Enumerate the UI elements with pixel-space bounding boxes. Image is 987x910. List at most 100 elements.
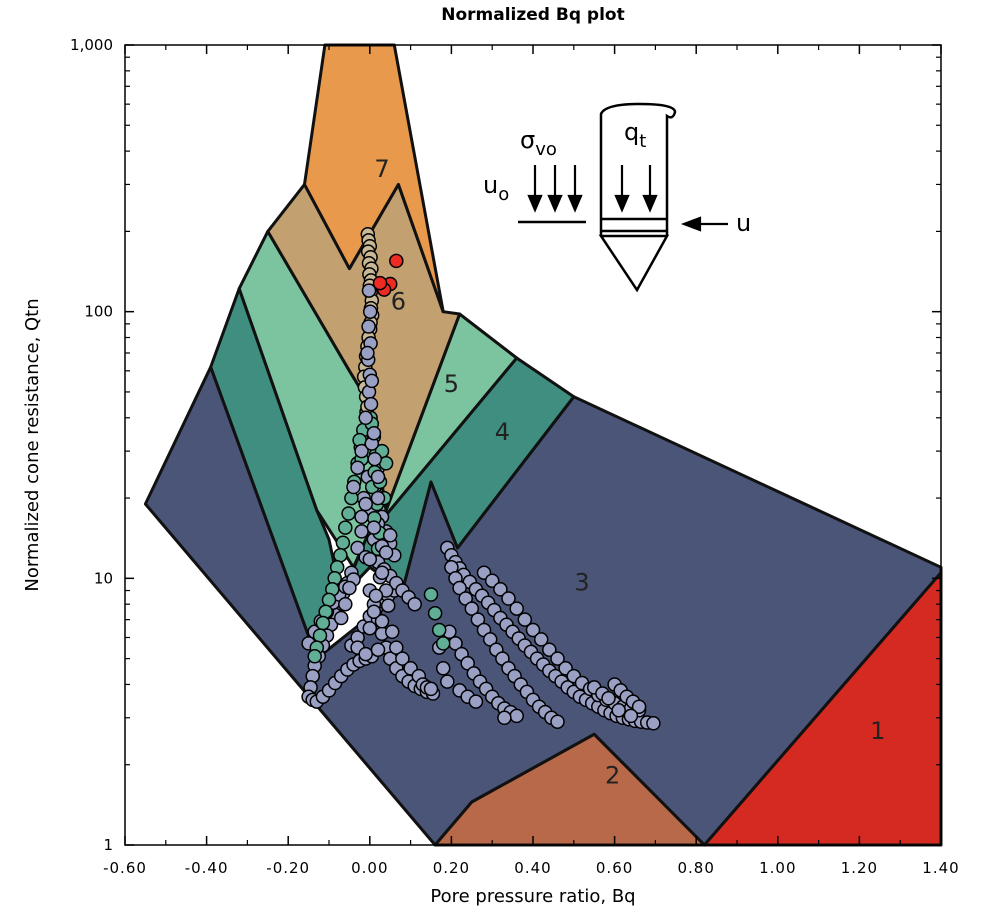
zone45-point bbox=[431, 622, 447, 638]
sigma-subscript: vo bbox=[535, 139, 557, 160]
zone3-point bbox=[623, 708, 639, 724]
x-tick-label: 1.20 bbox=[841, 859, 878, 877]
zone45-point bbox=[423, 587, 439, 602]
soil-behaviour-zones bbox=[143, 43, 943, 847]
u-label: u bbox=[736, 209, 751, 237]
zone-label-7: 7 bbox=[374, 155, 389, 183]
zone45-point bbox=[312, 628, 328, 643]
dark-point bbox=[342, 580, 357, 596]
dark-point bbox=[354, 443, 369, 459]
dark-point bbox=[333, 610, 349, 626]
zone3-point bbox=[517, 612, 533, 627]
x-tick-label: 1.00 bbox=[759, 859, 796, 877]
zone3-point bbox=[440, 674, 455, 689]
dark-point bbox=[370, 469, 386, 485]
dark-point bbox=[364, 373, 380, 389]
cone-inset-diagram: σvo uo qt u bbox=[483, 102, 751, 293]
dark-point bbox=[382, 528, 398, 543]
zone3-point bbox=[646, 716, 661, 731]
dark-point bbox=[380, 598, 396, 613]
x-tick-label: 0.00 bbox=[351, 859, 388, 877]
x-tick-label: -0.40 bbox=[185, 859, 229, 877]
zone7-point bbox=[389, 253, 404, 269]
dark-point bbox=[374, 565, 390, 580]
zone3-point bbox=[493, 582, 508, 597]
zone45-point bbox=[341, 506, 356, 521]
qt-label: qt bbox=[624, 118, 646, 152]
dark-point bbox=[362, 304, 378, 319]
u0-subscript: o bbox=[498, 184, 509, 205]
zone-label-5: 5 bbox=[444, 370, 459, 398]
zone45-point bbox=[435, 636, 451, 651]
x-axis-label: Pore pressure ratio, Bq bbox=[430, 886, 635, 907]
zone3-point bbox=[509, 708, 524, 724]
zone-labels: 1 2 3 4 5 6 7 bbox=[374, 155, 885, 790]
qt-symbol: q bbox=[624, 118, 639, 146]
dark-point bbox=[378, 545, 394, 560]
y-tick-label: 1 bbox=[103, 836, 113, 854]
x-tick-label: 0.20 bbox=[433, 859, 470, 877]
x-tick-label: 0.80 bbox=[677, 859, 714, 877]
dark-point bbox=[361, 283, 377, 298]
dark-point bbox=[360, 345, 375, 361]
chart-title: Normalized Bq plot bbox=[441, 5, 625, 25]
zone-label-4: 4 bbox=[495, 418, 510, 446]
zone3-point bbox=[550, 651, 565, 666]
zone3-point bbox=[350, 540, 365, 556]
zone-label-3: 3 bbox=[574, 569, 589, 597]
zone-label-1: 1 bbox=[870, 717, 885, 745]
dark-point bbox=[366, 604, 382, 619]
y-tick-label: 1,000 bbox=[70, 36, 113, 54]
zone-label-2: 2 bbox=[605, 762, 620, 790]
zone3-point bbox=[452, 580, 467, 596]
zone45-point bbox=[307, 649, 322, 664]
dark-point bbox=[384, 624, 400, 640]
zone45-point bbox=[315, 615, 331, 631]
x-tick-label: 0.40 bbox=[514, 859, 551, 877]
dark-point bbox=[367, 451, 382, 467]
x-tick-label: -0.20 bbox=[266, 859, 310, 877]
zone3-point bbox=[509, 601, 524, 616]
zone3-point bbox=[525, 622, 541, 638]
zone3-point bbox=[354, 524, 369, 539]
sigma-symbol: σ bbox=[520, 126, 535, 154]
zone3-point bbox=[484, 573, 500, 588]
dark-point bbox=[366, 520, 382, 535]
x-tick-label: 1.40 bbox=[922, 859, 959, 877]
u0-symbol: u bbox=[483, 171, 498, 199]
dark-point bbox=[368, 588, 384, 604]
zone3-point bbox=[601, 691, 616, 706]
dark-point bbox=[362, 620, 378, 636]
dark-point bbox=[358, 646, 373, 662]
sigma-vo-arrows bbox=[527, 165, 583, 213]
zone3-point bbox=[533, 632, 549, 647]
dark-point bbox=[366, 425, 382, 441]
u0-label: uo bbox=[483, 171, 509, 205]
dark-point bbox=[423, 681, 439, 697]
dark-point bbox=[374, 614, 390, 629]
cone-tip bbox=[598, 234, 670, 293]
dark-point bbox=[350, 460, 365, 475]
dark-point bbox=[358, 410, 373, 426]
zone-label-6: 6 bbox=[391, 287, 406, 315]
qt-arrows bbox=[614, 165, 658, 213]
zone3-point bbox=[631, 699, 647, 714]
dark-point bbox=[370, 490, 386, 506]
zone45-point bbox=[338, 520, 353, 535]
dark-point bbox=[363, 396, 379, 412]
dark-point bbox=[395, 651, 410, 666]
zone3-point bbox=[550, 714, 565, 729]
dark-point bbox=[358, 496, 373, 512]
dark-point bbox=[346, 479, 361, 495]
dark-point bbox=[338, 596, 353, 612]
zone3-point bbox=[435, 661, 451, 676]
y-tick-label: 100 bbox=[84, 303, 113, 321]
zone3-point bbox=[468, 694, 484, 709]
zone7-point bbox=[372, 275, 388, 291]
zone3-point bbox=[501, 591, 516, 606]
y-tick-label: 10 bbox=[94, 569, 113, 587]
x-tick-label: 0.60 bbox=[596, 859, 633, 877]
zone3-point bbox=[497, 710, 512, 726]
zone45-point bbox=[321, 592, 337, 608]
